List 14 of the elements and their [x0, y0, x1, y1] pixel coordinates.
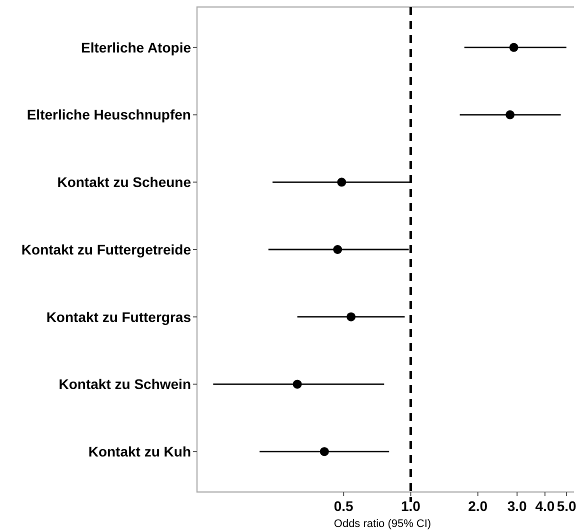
y-tick-label: Kontakt zu Schwein: [58, 376, 191, 392]
x-tick-label: 0.5: [334, 498, 354, 514]
y-tick-label: Kontakt zu Scheune: [57, 174, 192, 190]
x-tick-label: 5.0: [556, 498, 576, 514]
y-tick-label: Kontakt zu Futtergras: [46, 308, 192, 325]
x-tick-label: 3.0: [507, 498, 528, 514]
x-tick-label: 1.0: [400, 498, 421, 514]
x-tick-label: 2.0: [468, 498, 488, 514]
y-tick-label: Elterliche Heuschnupfen: [26, 106, 191, 123]
y-tick-label: Kontakt zu Kuh: [88, 443, 191, 460]
x-tick-label: 4.0: [535, 498, 555, 514]
y-tick-label: Kontakt zu Futtergetreide: [21, 241, 192, 258]
y-tick-label: Elterliche Atopie: [81, 39, 192, 56]
x-axis-title: Odds ratio (95% CI): [334, 518, 432, 530]
